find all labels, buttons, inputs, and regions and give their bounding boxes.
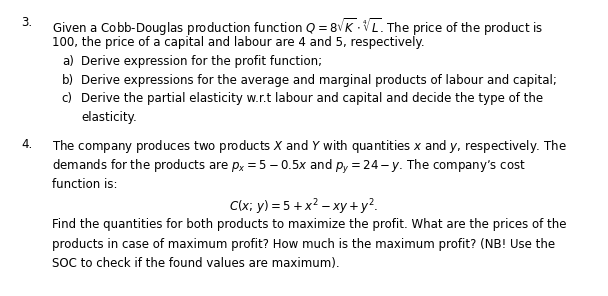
Text: 100, the price of a capital and labour are 4 and 5, respectively.: 100, the price of a capital and labour a… [52, 36, 424, 49]
Text: SOC to check if the found values are maximum).: SOC to check if the found values are max… [52, 258, 339, 271]
Text: 3.: 3. [21, 16, 32, 29]
Text: products in case of maximum profit? How much is the maximum profit? (NB! Use the: products in case of maximum profit? How … [52, 237, 555, 250]
Text: b): b) [62, 73, 74, 86]
Text: Find the quantities for both products to maximize the profit. What are the price: Find the quantities for both products to… [52, 218, 566, 231]
Text: Derive expressions for the average and marginal products of labour and capital;: Derive expressions for the average and m… [81, 73, 557, 86]
Text: 4.: 4. [21, 138, 32, 151]
Text: function is:: function is: [52, 178, 117, 191]
Text: elasticity.: elasticity. [81, 111, 137, 124]
Text: $C(x;\, y) = 5 + x^2 - xy + y^2.$: $C(x;\, y) = 5 + x^2 - xy + y^2.$ [229, 198, 379, 217]
Text: Derive expression for the profit function;: Derive expression for the profit functio… [81, 55, 322, 68]
Text: demands for the products are $p_x = 5 - 0.5x$ and $p_y = 24 - y$. The company’s : demands for the products are $p_x = 5 - … [52, 158, 526, 176]
Text: Derive the partial elasticity w.r.t labour and capital and decide the type of th: Derive the partial elasticity w.r.t labo… [81, 92, 543, 105]
Text: The company produces two products $X$ and $Y$ with quantities $x$ and $y$, respe: The company produces two products $X$ an… [52, 138, 567, 155]
Text: Given a Cobb-Douglas production function $Q = 8\sqrt{K} \cdot \sqrt[4]{L}$. The : Given a Cobb-Douglas production function… [52, 16, 543, 38]
Text: c): c) [62, 92, 73, 105]
Text: a): a) [62, 55, 74, 68]
